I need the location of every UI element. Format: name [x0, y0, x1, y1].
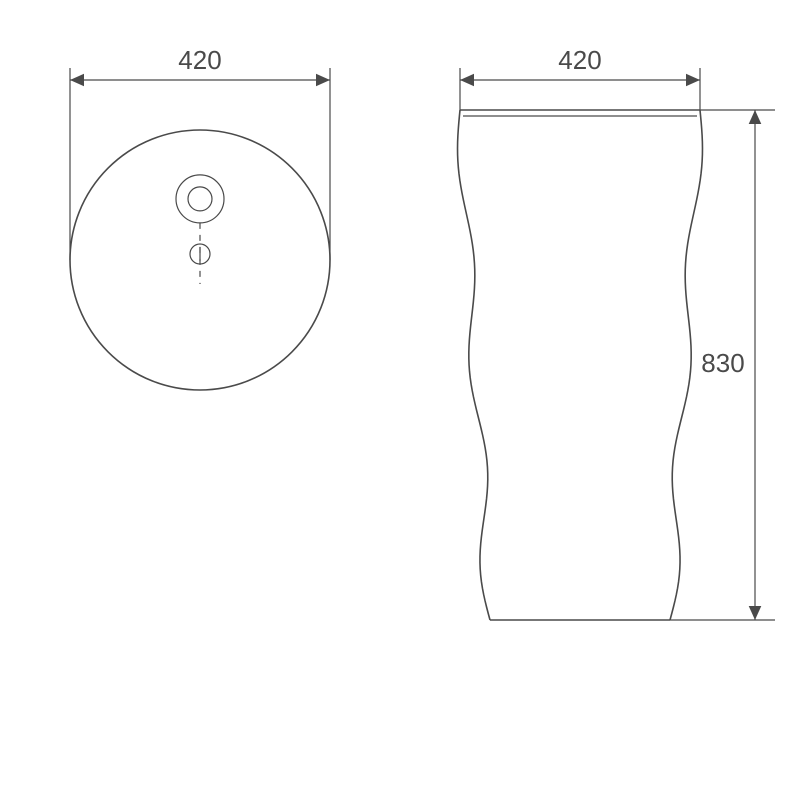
dim-side-width: 420	[558, 45, 601, 75]
dim-top-width: 420	[178, 45, 221, 75]
dim-side-height: 830	[701, 348, 744, 378]
